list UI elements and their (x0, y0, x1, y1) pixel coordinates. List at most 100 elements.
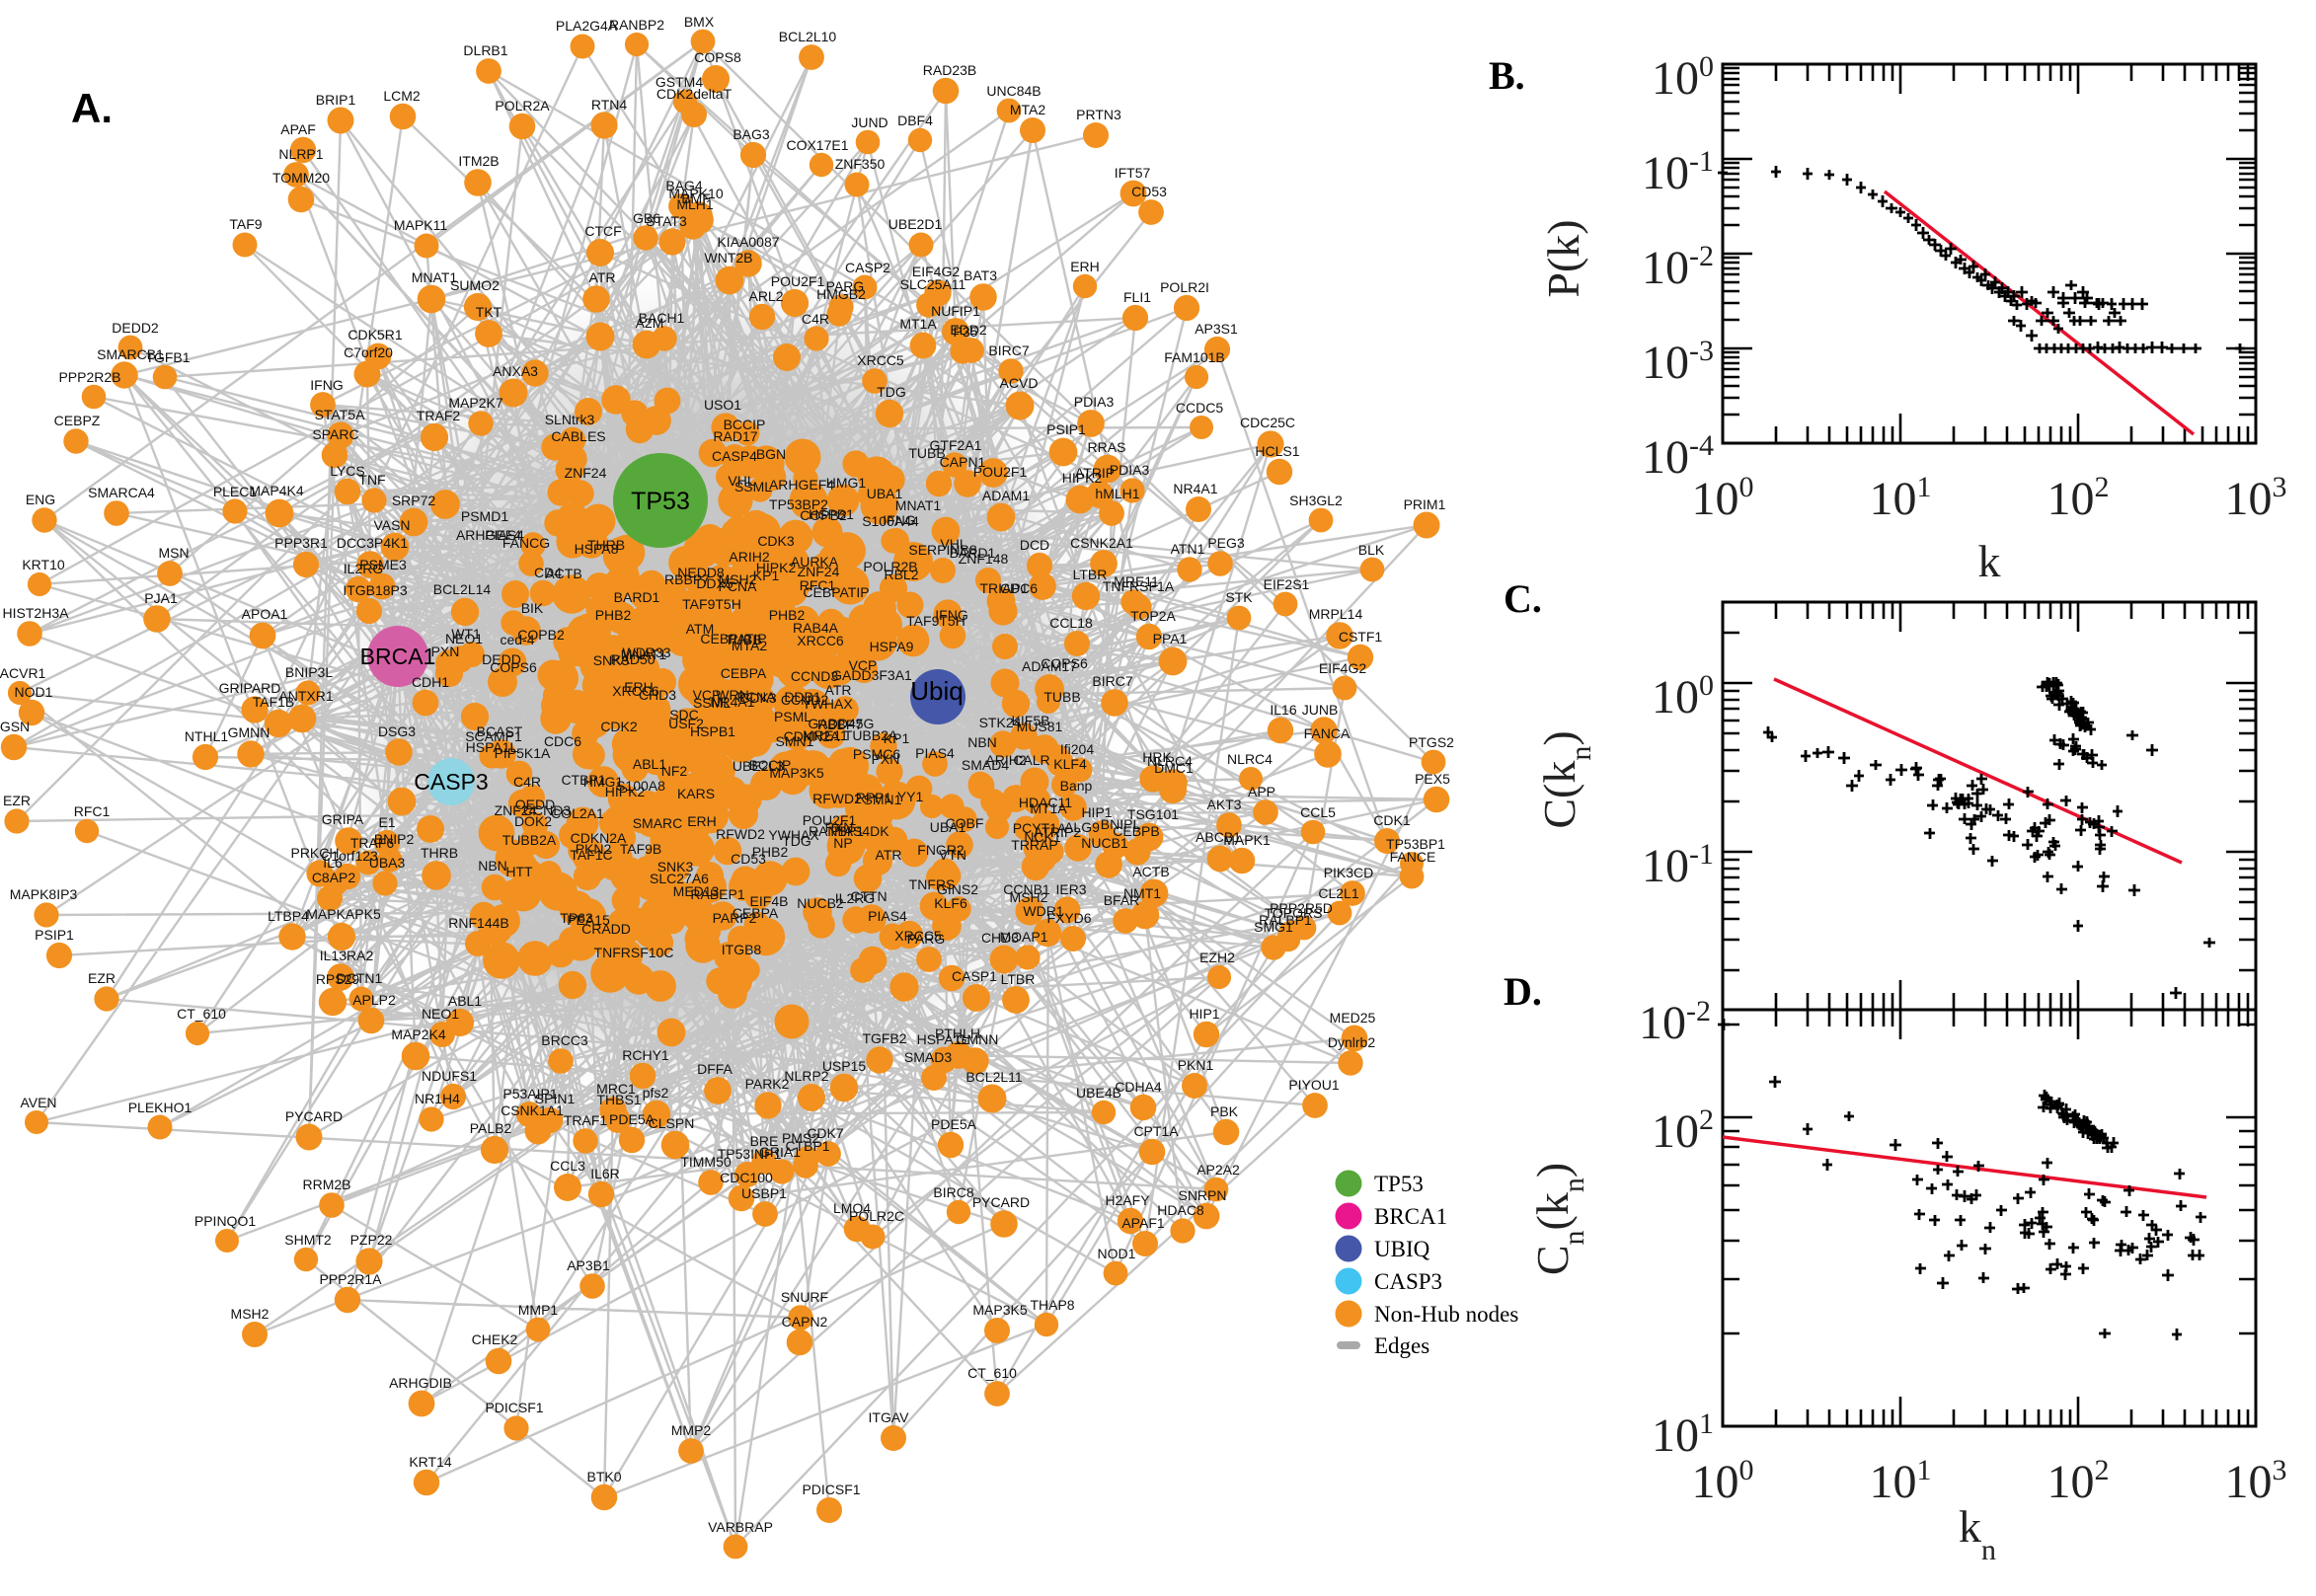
svg-text:UBE2L3: UBE2L3 (733, 758, 784, 774)
svg-text:AVEN: AVEN (20, 1095, 56, 1110)
svg-text:MSH2: MSH2 (1010, 889, 1048, 905)
svg-text:EZH2: EZH2 (1199, 950, 1235, 965)
svg-text:BCCIP: BCCIP (749, 757, 792, 773)
svg-text:PLEKHO1: PLEKHO1 (128, 1100, 193, 1115)
svg-text:VCP: VCP (693, 687, 722, 703)
svg-text:ZNF24: ZNF24 (495, 802, 537, 818)
svg-text:HSPA1L: HSPA1L (917, 1031, 969, 1047)
svg-text:ACVR1: ACVR1 (0, 665, 46, 681)
svg-text:HIP1: HIP1 (1081, 804, 1112, 820)
svg-text:NEDD8: NEDD8 (677, 565, 725, 580)
svg-text:BCL2L14: BCL2L14 (433, 581, 492, 597)
svg-text:GADD45G: GADD45G (809, 716, 875, 731)
svg-text:APLP2: APLP2 (352, 992, 396, 1008)
svg-text:MAP2K4: MAP2K4 (391, 1026, 445, 1042)
svg-text:IFNG: IFNG (935, 607, 967, 623)
svg-text:ATM: ATM (686, 621, 715, 637)
svg-text:WRN: WRN (716, 687, 748, 703)
svg-text:PKN2: PKN2 (576, 841, 612, 857)
svg-text:RTN4: RTN4 (591, 97, 628, 113)
svg-text:ALG9: ALG9 (1064, 819, 1100, 835)
svg-text:EIF4G2: EIF4G2 (912, 264, 960, 279)
svg-text:SNRPN: SNRPN (1178, 1187, 1226, 1203)
svg-text:CASP4: CASP4 (712, 448, 757, 464)
svg-text:COL2A1: COL2A1 (551, 805, 604, 821)
svg-text:SMAD4: SMAD4 (962, 757, 1009, 773)
svg-text:NP: NP (833, 835, 852, 851)
svg-text:ZNF350: ZNF350 (835, 156, 886, 172)
svg-text:RFWD2: RFWD2 (812, 791, 862, 806)
svg-text:DSG3: DSG3 (378, 723, 416, 739)
svg-text:PIK3CD: PIK3CD (1324, 865, 1374, 880)
svg-text:PIAS4: PIAS4 (485, 527, 524, 543)
svg-text:NLRC4: NLRC4 (1227, 751, 1273, 767)
svg-text:TAF1B: TAF1B (253, 694, 295, 710)
svg-text:BCCIP: BCCIP (724, 417, 766, 432)
svg-text:RBL2: RBL2 (884, 567, 918, 582)
svg-text:YY1: YY1 (897, 789, 924, 804)
svg-text:MSN: MSN (158, 545, 189, 561)
svg-text:MSH2: MSH2 (231, 1306, 270, 1322)
svg-text:DMC1: DMC1 (1154, 760, 1194, 776)
svg-text:TP53: TP53 (631, 488, 690, 515)
svg-text:CEBPATIP: CEBPATIP (700, 631, 766, 646)
svg-text:ACTB: ACTB (1132, 864, 1169, 879)
svg-text:POU2F1: POU2F1 (803, 812, 857, 828)
svg-text:Banp: Banp (1060, 778, 1093, 794)
svg-text:RBBP7: RBBP7 (664, 571, 710, 587)
svg-text:CDK7: CDK7 (807, 1125, 844, 1141)
svg-text:YWHAX: YWHAX (768, 827, 819, 843)
svg-text:MTA2: MTA2 (732, 638, 768, 653)
svg-text:NR1H4: NR1H4 (415, 1091, 460, 1106)
svg-text:TP53BP1: TP53BP1 (1386, 836, 1445, 852)
svg-text:IL13RA2: IL13RA2 (320, 948, 374, 963)
svg-text:PPP2R5D: PPP2R5D (1270, 900, 1333, 916)
svg-text:MRE11: MRE11 (1114, 573, 1159, 589)
svg-text:NTHL1: NTHL1 (185, 728, 229, 744)
svg-text:BMX: BMX (684, 14, 715, 30)
svg-text:FANCA: FANCA (1304, 725, 1351, 741)
svg-text:RFWD2: RFWD2 (716, 826, 765, 842)
svg-text:CCND3: CCND3 (523, 802, 571, 818)
svg-text:EIF4G2: EIF4G2 (1319, 660, 1366, 676)
svg-text:EZR: EZR (88, 970, 116, 986)
svg-text:PPP2R2B: PPP2R2B (58, 369, 120, 385)
svg-text:HSPA9: HSPA9 (870, 639, 914, 654)
svg-text:UBA1: UBA1 (930, 819, 966, 835)
svg-text:ZNF24: ZNF24 (798, 564, 840, 579)
svg-text:MRE11: MRE11 (803, 727, 848, 743)
svg-text:CHD3: CHD3 (981, 930, 1019, 946)
svg-text:OEDD: OEDD (515, 797, 555, 812)
svg-text:CD4: CD4 (534, 565, 562, 580)
svg-text:PHB2: PHB2 (769, 607, 806, 623)
svg-text:GSN: GSN (0, 719, 30, 734)
svg-text:ITGB18P3: ITGB18P3 (343, 582, 408, 598)
svg-text:BLK: BLK (1358, 542, 1385, 558)
svg-text:TNFRS: TNFRS (909, 876, 956, 892)
svg-text:NF2: NF2 (661, 763, 688, 779)
svg-text:Edges: Edges (1374, 1333, 1429, 1358)
svg-text:KIAA0087: KIAA0087 (717, 234, 779, 250)
svg-text:POLR2B: POLR2B (863, 559, 917, 574)
svg-text:SSML: SSML (693, 695, 731, 711)
svg-text:ATN1: ATN1 (1171, 541, 1205, 557)
svg-text:NR4A1: NR4A1 (710, 694, 754, 710)
svg-text:GINS2: GINS2 (937, 881, 978, 897)
svg-text:TUBB: TUBB (725, 632, 761, 647)
svg-text:UBA1: UBA1 (867, 486, 903, 501)
svg-text:BRE: BRE (750, 1133, 779, 1149)
svg-text:P35: P35 (954, 324, 978, 340)
svg-text:NR4A1: NR4A1 (1173, 481, 1217, 496)
svg-text:MT1A: MT1A (899, 316, 937, 332)
svg-text:BAG3: BAG3 (733, 126, 770, 142)
svg-text:LMO4: LMO4 (833, 1200, 871, 1216)
svg-text:HRK: HRK (1142, 749, 1172, 765)
svg-text:E1: E1 (378, 814, 395, 830)
svg-text:USP15: USP15 (822, 1058, 867, 1074)
svg-text:FXYD6: FXYD6 (1046, 910, 1091, 926)
svg-text:MRPL14: MRPL14 (1309, 606, 1363, 622)
svg-text:DBF4: DBF4 (897, 113, 933, 128)
svg-text:TDG: TDG (877, 384, 906, 400)
svg-text:ZNF148: ZNF148 (959, 551, 1009, 567)
svg-text:ITGB8: ITGB8 (722, 942, 762, 957)
